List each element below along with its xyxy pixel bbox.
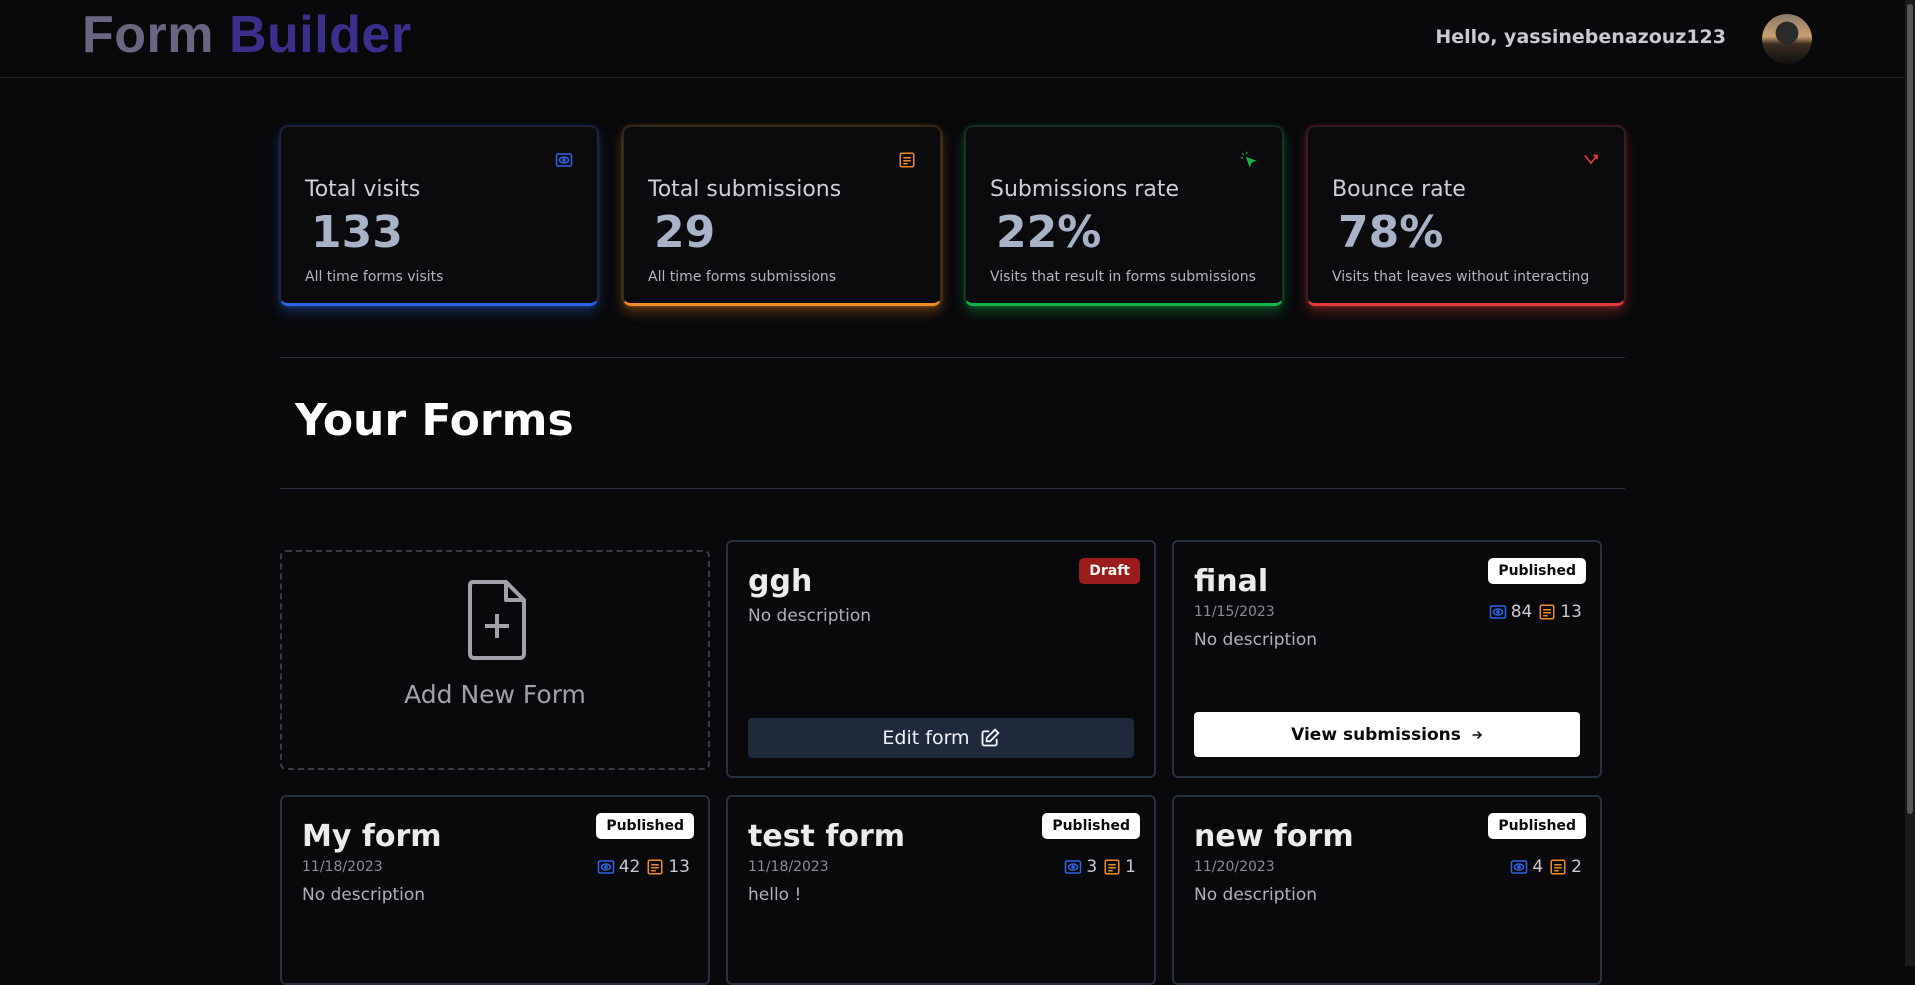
stat-card-total-submissions: Total submissions 29 All time forms subm… bbox=[623, 126, 941, 306]
file-plus-icon bbox=[467, 580, 526, 660]
form-icon bbox=[899, 152, 915, 168]
edit-form-button[interactable]: Edit form bbox=[748, 718, 1134, 758]
eye-icon bbox=[1511, 860, 1528, 874]
add-new-form-button[interactable]: Add New Form bbox=[280, 550, 710, 770]
divider bbox=[280, 488, 1625, 489]
visits-count: 42 bbox=[618, 857, 641, 877]
form-metrics: 84 13 bbox=[1489, 602, 1582, 622]
form-description: No description bbox=[748, 606, 872, 626]
form-date: 11/20/2023 bbox=[1194, 859, 1275, 875]
stat-value: 29 bbox=[654, 207, 716, 258]
stat-value: 22% bbox=[996, 207, 1102, 258]
edit-form-label: Edit form bbox=[882, 727, 970, 749]
form-card: final Published 11/15/2023 84 13 No desc… bbox=[1172, 540, 1602, 778]
status-badge: Published bbox=[1488, 558, 1586, 584]
stat-helper: Visits that result in forms submissions bbox=[990, 269, 1256, 285]
stat-helper: All time forms visits bbox=[305, 269, 444, 285]
visits-count: 84 bbox=[1510, 602, 1533, 622]
form-card: test form Published 11/18/2023 3 1 hello… bbox=[726, 795, 1156, 985]
cursor-click-icon bbox=[1240, 151, 1257, 168]
status-badge: Draft bbox=[1079, 558, 1140, 584]
eye-icon bbox=[597, 860, 614, 874]
split-arrow-icon bbox=[1584, 154, 1598, 165]
avatar[interactable] bbox=[1762, 14, 1812, 64]
stat-value: 133 bbox=[311, 207, 403, 258]
form-name: ggh bbox=[748, 564, 813, 599]
eye-icon bbox=[555, 153, 573, 167]
form-metrics: 3 1 bbox=[1064, 857, 1136, 877]
stat-value: 78% bbox=[1338, 207, 1444, 258]
view-submissions-button[interactable]: View submissions bbox=[1194, 712, 1580, 757]
brand-part-2: Builder bbox=[228, 6, 412, 64]
visits-count: 3 bbox=[1086, 857, 1098, 877]
submissions-count: 13 bbox=[1560, 602, 1582, 622]
app-logo[interactable]: Form Builder bbox=[82, 5, 412, 65]
brand-part-1: Form bbox=[82, 6, 214, 64]
form-metrics: 42 13 bbox=[597, 857, 690, 877]
stat-title: Total visits bbox=[305, 177, 421, 202]
form-date: 11/18/2023 bbox=[748, 859, 829, 875]
form-description: hello ! bbox=[748, 885, 802, 905]
form-description: No description bbox=[302, 885, 426, 905]
submissions-count: 1 bbox=[1125, 857, 1136, 877]
stat-helper: All time forms submissions bbox=[648, 269, 837, 285]
edit-icon bbox=[981, 728, 1000, 747]
submissions-count: 2 bbox=[1571, 857, 1582, 877]
visits-count: 4 bbox=[1532, 857, 1544, 877]
form-icon bbox=[1550, 859, 1566, 875]
stat-helper: Visits that leaves without interacting bbox=[1332, 269, 1590, 285]
form-card: My form Published 11/18/2023 42 13 No de… bbox=[280, 795, 710, 985]
form-name: final bbox=[1194, 564, 1269, 599]
stat-card-bounce-rate: Bounce rate 78% Visits that leaves witho… bbox=[1307, 126, 1625, 306]
form-card: ggh Draft No description Edit form bbox=[726, 540, 1156, 778]
form-name: test form bbox=[748, 819, 906, 854]
status-badge: Published bbox=[596, 813, 694, 839]
form-icon bbox=[647, 859, 663, 875]
status-badge: Published bbox=[1488, 813, 1586, 839]
form-name: new form bbox=[1194, 819, 1354, 854]
scrollbar-thumb[interactable] bbox=[1907, 4, 1913, 814]
form-metrics: 4 2 bbox=[1510, 857, 1582, 877]
stat-card-submissions-rate: Submissions rate 22% Visits that result … bbox=[965, 126, 1283, 306]
stat-title: Total submissions bbox=[648, 177, 842, 202]
user-greeting: Hello, yassinebenazouz123 bbox=[1435, 26, 1726, 48]
arrow-right-icon bbox=[1472, 730, 1482, 739]
form-date: 11/18/2023 bbox=[302, 859, 383, 875]
page-scrollbar[interactable] bbox=[1905, 0, 1915, 966]
page-title: Your Forms bbox=[295, 395, 574, 446]
submissions-count: 13 bbox=[668, 857, 690, 877]
form-icon bbox=[1539, 604, 1555, 620]
stat-title: Submissions rate bbox=[990, 177, 1179, 202]
top-bar: Form Builder Hello, yassinebenazouz123 bbox=[0, 0, 1905, 78]
form-name: My form bbox=[302, 819, 442, 854]
divider bbox=[280, 357, 1625, 358]
form-date: 11/15/2023 bbox=[1194, 604, 1275, 620]
form-description: No description bbox=[1194, 630, 1318, 650]
form-description: No description bbox=[1194, 885, 1318, 905]
eye-icon bbox=[1065, 860, 1082, 874]
form-card: new form Published 11/20/2023 4 2 No des… bbox=[1172, 795, 1602, 985]
view-submissions-label: View submissions bbox=[1291, 724, 1461, 745]
stat-title: Bounce rate bbox=[1332, 177, 1466, 202]
eye-icon bbox=[1489, 605, 1506, 619]
add-new-form-label: Add New Form bbox=[404, 680, 586, 709]
stat-card-total-visits: Total visits 133 All time forms visits bbox=[280, 126, 598, 306]
status-badge: Published bbox=[1042, 813, 1140, 839]
form-icon bbox=[1104, 859, 1120, 875]
